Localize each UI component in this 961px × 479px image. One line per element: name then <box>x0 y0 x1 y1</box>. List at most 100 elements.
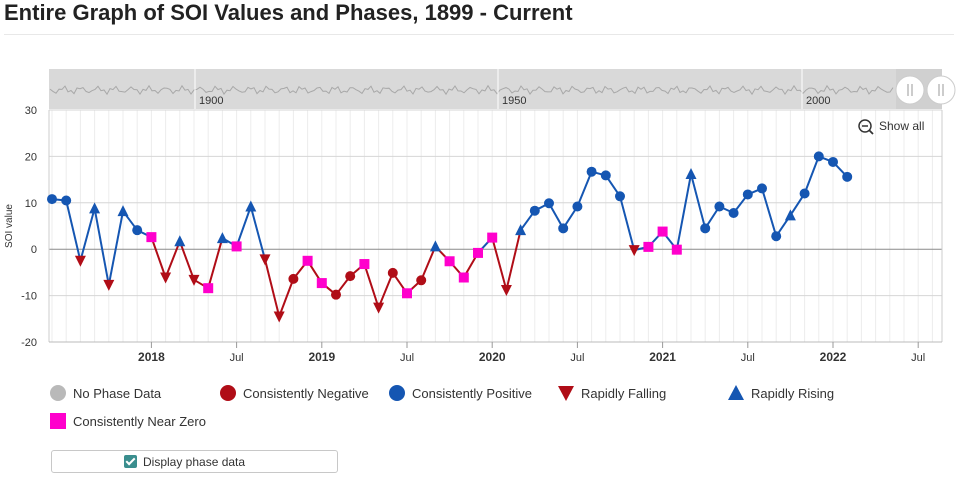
y-tick-label: 0 <box>31 244 37 256</box>
data-point-2020-08[interactable] <box>586 166 597 177</box>
navigator-label-1950: 1950 <box>502 95 526 107</box>
data-point-2017-07[interactable] <box>61 195 72 206</box>
legend-rapidly-falling[interactable]: Rapidly Falling <box>556 383 666 403</box>
display-phase-toggle[interactable]: Display phase data <box>51 450 338 473</box>
series-segment <box>207 237 224 289</box>
data-point-2019-08[interactable] <box>416 275 427 286</box>
data-point-2017-12[interactable] <box>132 225 143 236</box>
y-axis: 30 20 10 0 -10 -20 <box>21 105 37 349</box>
data-point-2018-10[interactable] <box>273 311 285 323</box>
data-point-2018-06[interactable] <box>216 232 228 244</box>
zoom-out-icon <box>858 119 872 133</box>
navigator[interactable]: 1900 1950 2000 <box>49 69 956 109</box>
data-point-2018-07[interactable] <box>231 241 242 252</box>
legend-label: Consistently Negative <box>243 385 369 401</box>
data-point-2019-09[interactable] <box>429 240 441 252</box>
legend-consistently-negative[interactable]: Consistently Negative <box>218 383 369 403</box>
navigator-sparkline <box>49 84 894 96</box>
data-point-2019-02[interactable] <box>331 289 341 300</box>
y-tick-label: -20 <box>21 337 37 349</box>
navigator-handle-right[interactable] <box>926 75 956 105</box>
data-point-2020-06[interactable] <box>558 223 569 234</box>
data-point-2018-02[interactable] <box>160 272 172 284</box>
data-point-2017-10[interactable] <box>103 279 115 291</box>
legend-consistently-positive[interactable]: Consistently Positive <box>387 383 532 403</box>
data-point-2022-01[interactable] <box>828 156 838 167</box>
series-segment <box>675 173 692 250</box>
data-point-2020-10[interactable] <box>615 191 625 202</box>
series-segment <box>164 240 181 278</box>
legend-no-phase-data[interactable]: No Phase Data <box>48 383 161 403</box>
legend-consistently-near-zero[interactable]: Consistently Near Zero <box>48 411 206 431</box>
data-point-2017-08[interactable] <box>74 255 86 267</box>
page-title: Entire Graph of SOI Values and Phases, 1… <box>4 0 573 25</box>
data-point-2020-05[interactable] <box>544 198 554 209</box>
data-point-2019-03[interactable] <box>345 271 356 282</box>
show-all-button[interactable]: Show all <box>858 119 924 135</box>
data-point-2020-04[interactable] <box>529 205 540 216</box>
data-point-2019-04[interactable] <box>359 259 370 270</box>
data-point-2020-02[interactable] <box>500 285 512 297</box>
x-tick-label: Jul <box>400 352 414 364</box>
data-point-2018-12[interactable] <box>302 255 313 266</box>
data-point-2018-05[interactable] <box>203 283 214 294</box>
data-point-2019-06[interactable] <box>387 267 398 278</box>
data-point-2021-10[interactable] <box>784 209 796 221</box>
series-segment <box>65 200 82 262</box>
data-point-2019-10[interactable] <box>444 256 455 267</box>
data-point-2017-09[interactable] <box>89 202 101 214</box>
data-point-2021-09[interactable] <box>771 231 782 242</box>
blue-circle-icon <box>387 383 407 403</box>
series-segment <box>79 208 96 262</box>
data-point-2018-03[interactable] <box>174 235 186 247</box>
data-point-2020-01[interactable] <box>487 232 498 243</box>
data-point-2018-11[interactable] <box>288 273 299 284</box>
data-point-2020-03[interactable] <box>515 224 527 236</box>
y-axis-label: SOI value <box>4 204 15 248</box>
data-point-2020-12[interactable] <box>643 241 654 252</box>
data-point-2021-07[interactable] <box>742 189 753 200</box>
data-point-2021-04[interactable] <box>700 223 711 234</box>
data-point-2021-05[interactable] <box>714 201 725 212</box>
data-point-2021-01[interactable] <box>657 226 668 237</box>
x-tick-label: Jul <box>230 352 244 364</box>
data-point-2021-08[interactable] <box>757 183 767 194</box>
data-point-2018-08[interactable] <box>245 200 257 212</box>
data-point-2019-01[interactable] <box>316 278 327 289</box>
legend-rapidly-rising[interactable]: Rapidly Rising <box>726 383 834 403</box>
data-point-2020-09[interactable] <box>600 170 611 181</box>
data-point-2019-12[interactable] <box>473 247 483 258</box>
data-point-2021-02[interactable] <box>671 244 682 255</box>
data-point-2022-02[interactable] <box>842 171 853 182</box>
navigator-label-1900: 1900 <box>199 95 223 107</box>
data-point-2019-05[interactable] <box>373 302 385 314</box>
data-point-2019-11[interactable] <box>458 272 469 283</box>
data-point-2020-11[interactable] <box>628 245 640 257</box>
data-point-2021-03[interactable] <box>685 168 697 180</box>
data-point-2019-07[interactable] <box>402 288 412 299</box>
display-phase-label: Display phase data <box>143 454 246 469</box>
series-segment <box>690 173 707 229</box>
data-point-2018-01[interactable] <box>146 232 157 243</box>
y-tick-label: 10 <box>25 198 37 210</box>
x-tick-label: Jul <box>741 352 755 364</box>
data-point-2018-09[interactable] <box>259 254 271 266</box>
series-segment <box>235 206 252 247</box>
data-point-2020-07[interactable] <box>572 201 583 212</box>
data-point-2017-11[interactable] <box>117 205 129 217</box>
legend-label: Consistently Positive <box>412 385 532 401</box>
checkbox-checked-icon[interactable] <box>124 455 137 468</box>
data-point-2017-06[interactable] <box>47 194 57 205</box>
data-point-2021-06[interactable] <box>728 208 739 219</box>
data-point-2018-04[interactable] <box>188 274 200 286</box>
series-segment <box>249 206 266 260</box>
navigator-handle-left[interactable] <box>895 75 925 105</box>
legend-label: Consistently Near Zero <box>73 413 206 429</box>
series-segment <box>505 229 522 291</box>
x-tick-label: 2018 <box>138 350 165 364</box>
data-point-2021-12[interactable] <box>813 151 824 162</box>
plot-area <box>49 110 942 342</box>
data-point-2021-11[interactable] <box>799 188 810 199</box>
series-segment <box>93 208 110 286</box>
